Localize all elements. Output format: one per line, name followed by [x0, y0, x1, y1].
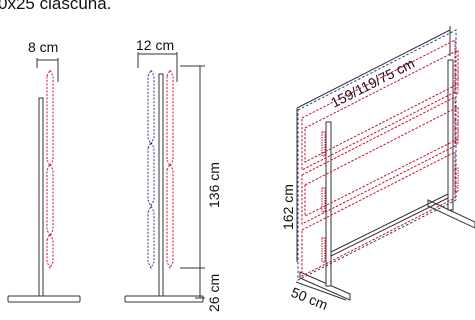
label-panel-height: 162 cm — [280, 184, 296, 230]
label-8cm: 8 cm — [28, 39, 58, 55]
red-slot-strip — [166, 68, 174, 270]
label-136cm: 136 cm — [206, 162, 222, 208]
single-pole-stand: 8 cm — [7, 39, 81, 303]
max-width-outline — [297, 29, 457, 281]
pole — [158, 73, 164, 297]
label-12cm: 12 cm — [136, 37, 174, 53]
base-plate — [7, 295, 81, 303]
panel-outlines — [301, 39, 459, 277]
pole-slot-markers — [321, 69, 459, 263]
dim-line-depth — [295, 281, 347, 301]
pole — [38, 97, 44, 297]
blue-slot-strip — [147, 68, 155, 270]
dim-line-width — [296, 29, 451, 109]
base-plate — [124, 295, 204, 303]
foot-front-left — [299, 271, 351, 301]
perspective-panel-stand: 159/119/75 cm 162 cm 50 cm — [280, 26, 475, 313]
red-slot-strip — [46, 68, 54, 270]
double-strip-stand: 12 cm 136 cm 26 cm — [124, 37, 222, 312]
label-width-options: 159/119/75 cm — [328, 55, 417, 111]
label-26cm: 26 cm — [206, 274, 222, 312]
pole-right — [447, 59, 454, 211]
caption-text: 0x25 ciascuna. — [0, 0, 112, 13]
